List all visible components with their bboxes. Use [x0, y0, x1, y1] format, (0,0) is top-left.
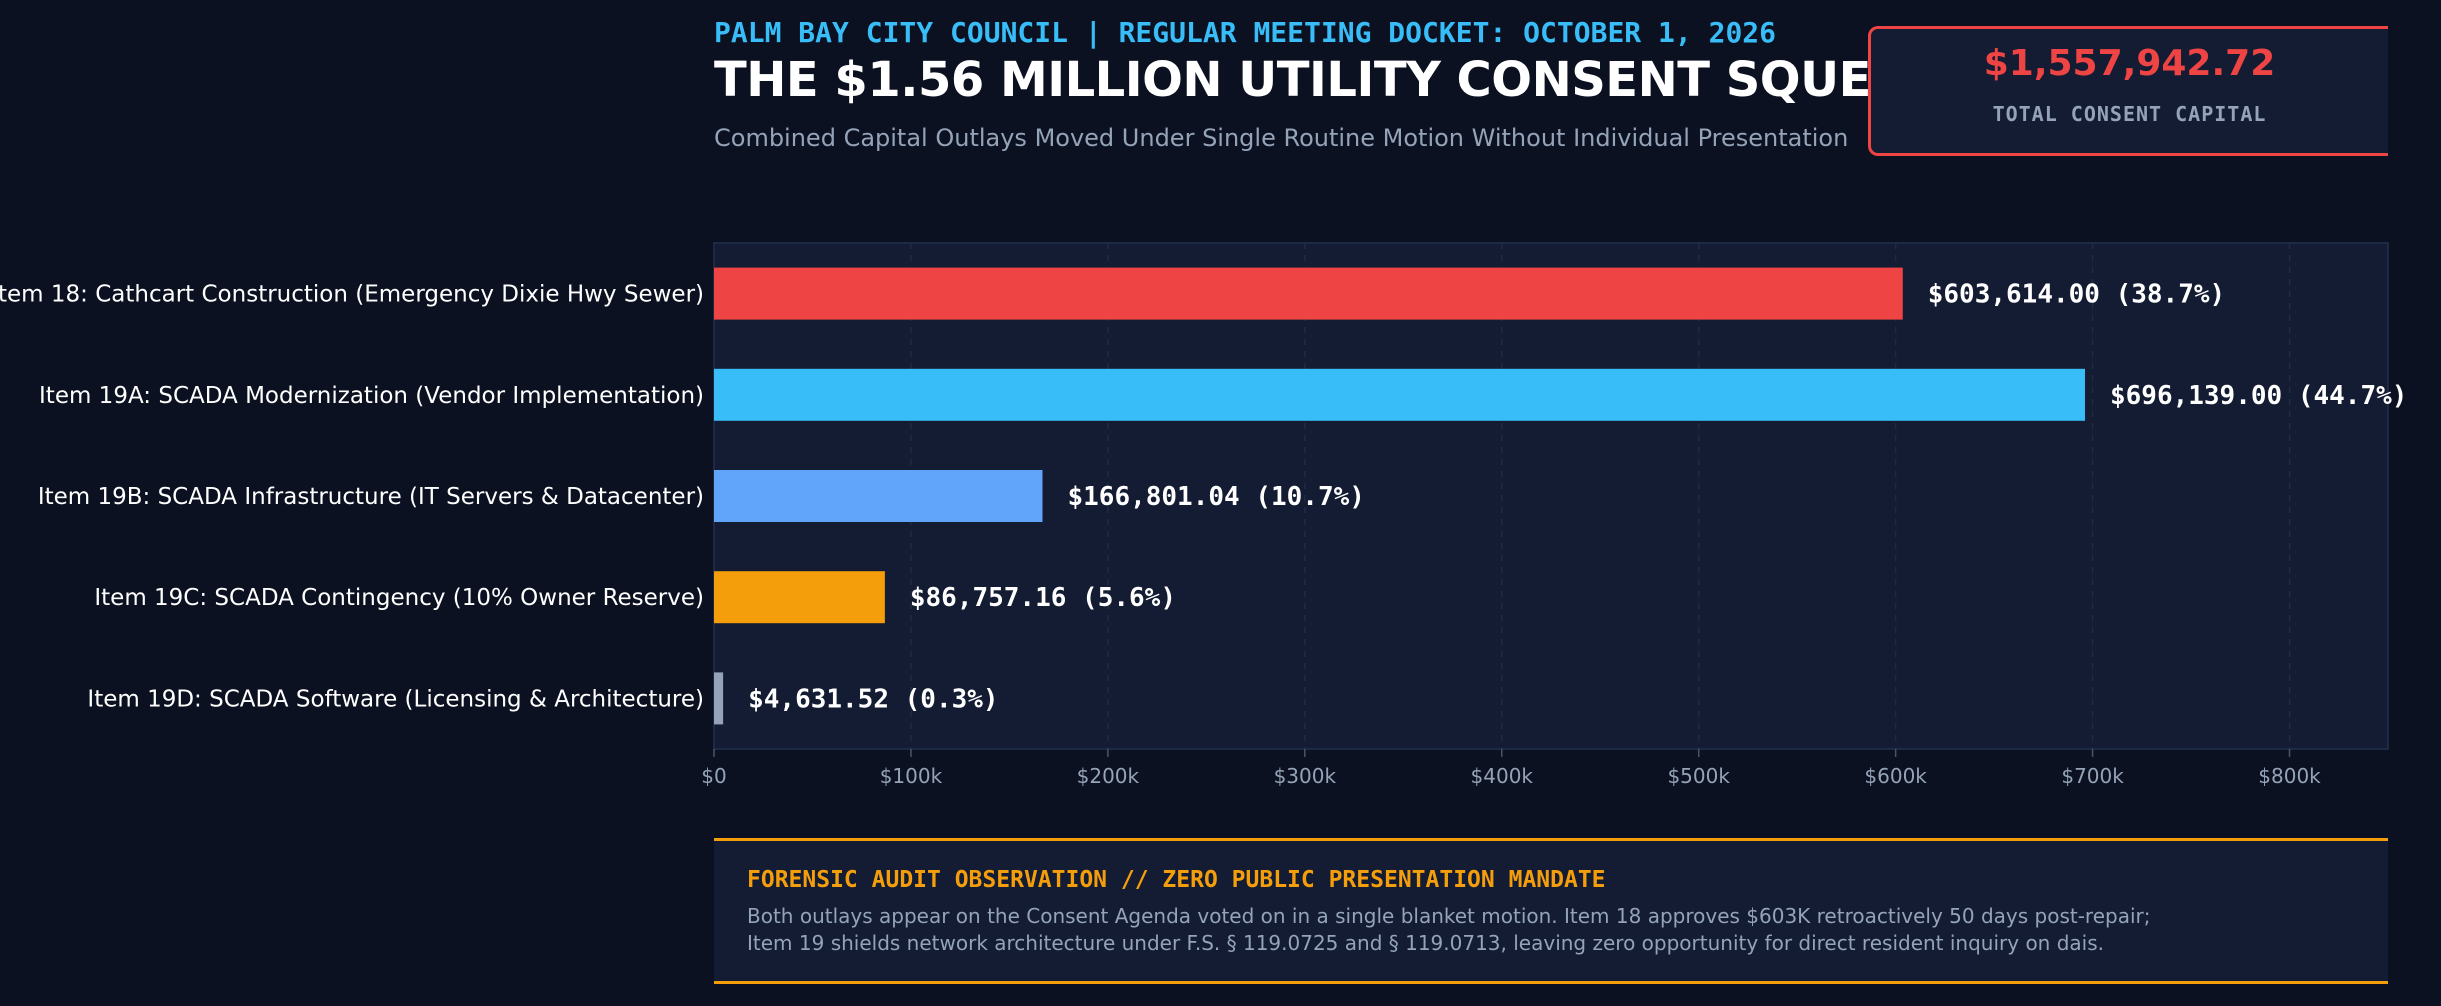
grid-lines: [910, 243, 2291, 749]
category-label: Item 19B: SCADA Infrastructure (IT Serve…: [38, 484, 704, 510]
x-tick-label: $800k: [2258, 764, 2321, 788]
audit-title: FORENSIC AUDIT OBSERVATION // ZERO PUBLI…: [747, 867, 1606, 893]
bar: [714, 267, 1903, 320]
bar: [714, 470, 1043, 522]
value-label: $603,614.00 (38.7%): [1928, 280, 2225, 310]
bar: [714, 571, 885, 624]
bar: [714, 672, 724, 725]
value-label: $696,139.00 (44.7%): [2110, 381, 2407, 411]
x-axis-ticks: $0 $100k $200k $300k $400k $500k $600k $700k $80…: [701, 749, 2321, 788]
category-label: Item 18: Cathcart Construction (Emergenc…: [0, 282, 704, 308]
total-capital-value: $1,557,942.72: [1983, 43, 2276, 84]
x-tick-label: $0: [701, 764, 726, 788]
audit-body: Both outlays appear on the Consent Agend…: [747, 903, 2355, 957]
total-capital-card: $1,557,942.72 TOTAL CONSENT CAPITAL: [1868, 26, 2388, 156]
labels-group: Item 18: Cathcart Construction (Emergenc…: [0, 280, 2407, 715]
x-tick-label: $700k: [2061, 764, 2124, 788]
page-title: THE $1.56 MILLION UTILITY CONSENT SQUEEZ…: [714, 52, 1970, 108]
bar-chart: Item 18: Cathcart Construction (Emergenc…: [0, 242, 2407, 788]
page-subtitle: Combined Capital Outlays Moved Under Sin…: [714, 124, 1849, 152]
x-tick-label: $400k: [1471, 764, 1534, 788]
value-label: $166,801.04 (10.7%): [1067, 482, 1364, 512]
category-label: Item 19C: SCADA Contingency (10% Owner R…: [94, 585, 704, 611]
bars-group: [714, 267, 2085, 725]
x-tick-label: $500k: [1667, 764, 1730, 788]
value-label: $86,757.16 (5.6%): [910, 583, 1176, 613]
x-tick-label: $100k: [880, 764, 943, 788]
total-capital-label: TOTAL CONSENT CAPITAL: [1992, 102, 2267, 126]
x-tick-label: $300k: [1274, 764, 1337, 788]
docket-kicker: PALM BAY CITY COUNCIL | REGULAR MEETING …: [714, 16, 1777, 49]
audit-line-1: Both outlays appear on the Consent Agend…: [747, 904, 2151, 928]
category-label: Item 19A: SCADA Modernization (Vendor Im…: [39, 383, 704, 409]
value-label: $4,631.52 (0.3%): [748, 684, 998, 714]
audit-observation-panel: FORENSIC AUDIT OBSERVATION // ZERO PUBLI…: [714, 838, 2388, 984]
x-tick-label: $200k: [1077, 764, 1140, 788]
category-label: Item 19D: SCADA Software (Licensing & Ar…: [87, 686, 704, 712]
x-tick-label: $600k: [1864, 764, 1927, 788]
bar: [714, 368, 2085, 421]
audit-line-2: Item 19 shields network architecture und…: [747, 931, 2105, 955]
